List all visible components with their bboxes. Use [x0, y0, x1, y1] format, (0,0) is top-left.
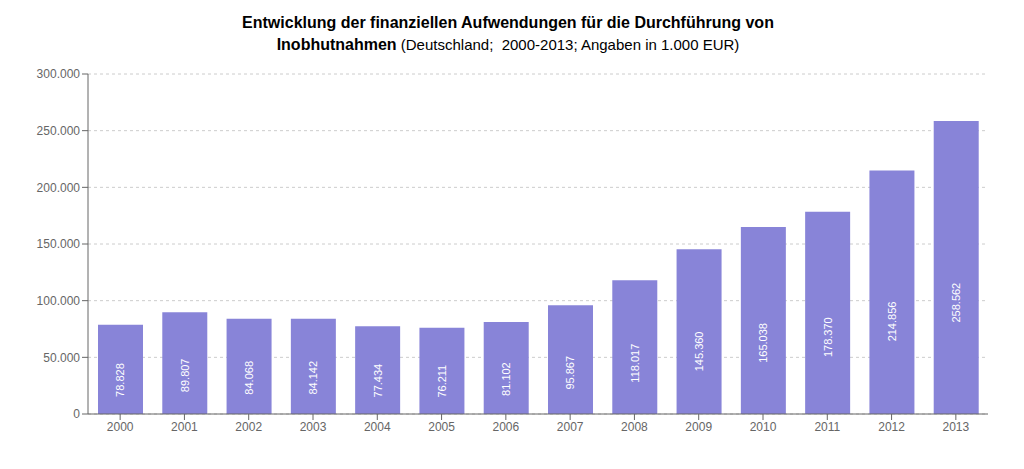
- svg-text:50.000: 50.000: [43, 351, 80, 365]
- svg-text:145.360: 145.360: [693, 332, 705, 372]
- svg-text:2011: 2011: [814, 420, 840, 434]
- svg-text:2009: 2009: [685, 420, 712, 434]
- svg-text:2010: 2010: [750, 420, 777, 434]
- svg-text:2007: 2007: [557, 420, 584, 434]
- svg-text:2003: 2003: [300, 420, 327, 434]
- svg-text:2013: 2013: [943, 420, 970, 434]
- svg-text:100.000: 100.000: [37, 294, 81, 308]
- svg-text:78.828: 78.828: [115, 363, 127, 397]
- svg-text:178.370: 178.370: [822, 317, 834, 357]
- svg-text:2001: 2001: [171, 420, 198, 434]
- svg-text:118.017: 118.017: [629, 344, 641, 383]
- svg-text:2012: 2012: [878, 420, 905, 434]
- svg-text:258.562: 258.562: [950, 283, 962, 323]
- html-text:Entwicklung der finanziellen A: Entwicklung der finanziellen Aufwendunge…: [242, 14, 774, 31]
- svg-text:165.038: 165.038: [757, 323, 769, 363]
- svg-text:250.000: 250.000: [37, 124, 81, 138]
- svg-text:81.102: 81.102: [500, 362, 512, 396]
- svg-text:0: 0: [73, 407, 80, 421]
- svg-text:84.068: 84.068: [243, 361, 255, 395]
- svg-text:214.856: 214.856: [886, 302, 898, 342]
- svg-text:2000: 2000: [107, 420, 134, 434]
- svg-text:150.000: 150.000: [37, 237, 81, 251]
- svg-text:2005: 2005: [428, 420, 455, 434]
- svg-text:89.807: 89.807: [179, 358, 191, 392]
- svg-text:84.142: 84.142: [307, 361, 319, 395]
- svg-text:95.867: 95.867: [565, 356, 577, 390]
- svg-text:77.434: 77.434: [372, 364, 384, 398]
- svg-text:300.000: 300.000: [37, 67, 81, 81]
- html-text:Inobhutnahmen (Deutschland; 20: Inobhutnahmen (Deutschland; 2000-2013; A…: [276, 36, 740, 53]
- svg-text:2004: 2004: [364, 420, 391, 434]
- svg-text:2008: 2008: [621, 420, 648, 434]
- svg-text:200.000: 200.000: [37, 181, 81, 195]
- svg-text:2002: 2002: [235, 420, 262, 434]
- svg-text:2006: 2006: [493, 420, 520, 434]
- svg-text:76.211: 76.211: [436, 365, 448, 398]
